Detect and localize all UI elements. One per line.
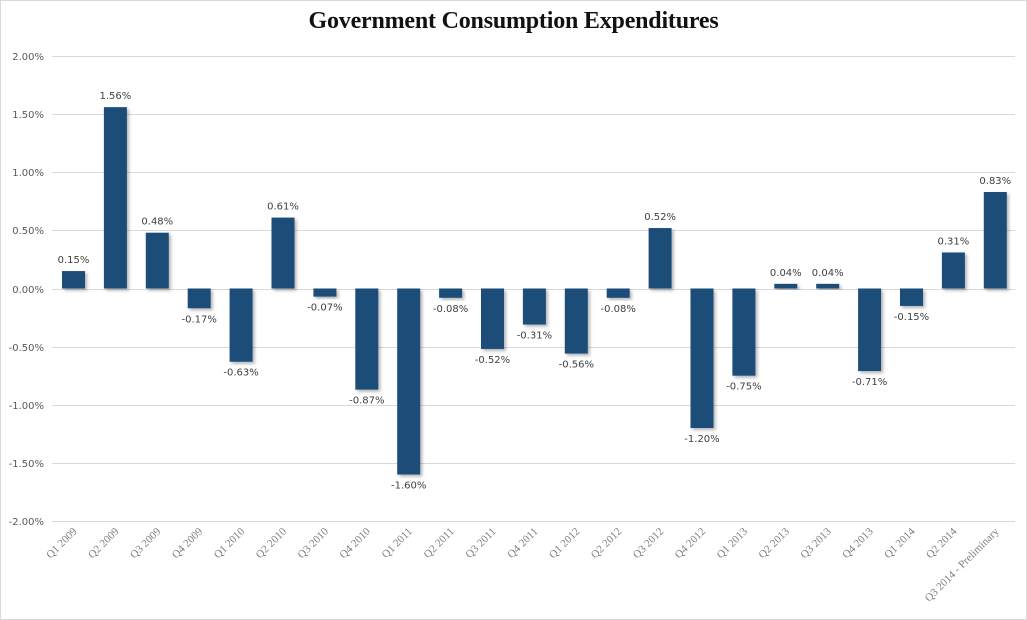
bar — [481, 288, 504, 349]
x-tick-label: Q2 2014 — [924, 525, 960, 561]
data-label: 0.31% — [938, 236, 970, 247]
bar — [900, 288, 923, 306]
x-tick-label: Q2 2012 — [589, 526, 624, 561]
bar — [816, 283, 840, 289]
bar — [229, 288, 253, 362]
data-label: -0.71% — [852, 377, 887, 388]
bar — [564, 288, 588, 354]
y-tick-label: -1.00% — [9, 401, 44, 412]
bar — [145, 232, 169, 289]
data-label: -1.20% — [684, 434, 719, 445]
data-label: 1.56% — [100, 91, 132, 102]
data-label: -0.52% — [475, 355, 510, 366]
data-label: 0.04% — [770, 268, 802, 279]
data-label: -0.31% — [517, 331, 552, 342]
data-label: 0.15% — [58, 255, 90, 266]
x-tick-label: Q4 2012 — [673, 526, 708, 561]
x-tick-label: Q3 2009 — [128, 525, 164, 561]
bar — [439, 288, 463, 298]
data-label: 0.52% — [644, 212, 676, 223]
x-tick-label: Q2 2011 — [422, 526, 457, 561]
x-tick-label: Q3 2011 — [463, 526, 498, 561]
chart-title: Government Consumption Expenditures — [308, 8, 719, 34]
x-tick-label: Q4 2011 — [505, 526, 540, 561]
data-label: 0.83% — [979, 176, 1011, 187]
bars — [62, 107, 1007, 475]
bar — [271, 217, 295, 289]
data-label: 0.04% — [812, 268, 844, 279]
x-tick-label: Q1 2013 — [715, 525, 751, 561]
x-tick-label: Q4 2009 — [170, 525, 206, 561]
bar — [313, 288, 337, 297]
bar — [690, 288, 714, 428]
x-tick-label: Q1 2014 — [882, 525, 918, 561]
y-tick-label: -0.50% — [9, 343, 44, 354]
x-tick-label: Q1 2011 — [380, 526, 415, 561]
bar — [774, 283, 798, 289]
y-tick-label: 0.50% — [12, 226, 44, 237]
data-label: -0.56% — [559, 360, 594, 371]
y-tick-label: 0.00% — [12, 285, 44, 296]
data-label: -0.87% — [349, 396, 384, 407]
x-tick-label: Q3 2013 — [798, 525, 834, 561]
data-label: -1.60% — [391, 481, 426, 492]
x-tick-label: Q1 2009 — [44, 525, 80, 561]
data-label: -0.15% — [894, 312, 929, 323]
bar — [858, 288, 882, 372]
y-tick-label: -2.00% — [9, 517, 44, 528]
data-label: -0.07% — [307, 303, 342, 314]
x-tick-label: Q4 2010 — [337, 525, 373, 561]
bar — [103, 107, 127, 289]
x-tick-label: Q2 2013 — [756, 525, 792, 561]
data-label: -0.63% — [223, 368, 258, 379]
x-tick-label: Q1 2010 — [212, 525, 248, 561]
y-tick-label: -1.50% — [9, 459, 44, 470]
y-axis: 2.00% 1.50% 1.00% 0.50% 0.00% -0.50% -1.00% -1.… — [9, 52, 44, 528]
bar — [648, 228, 672, 289]
data-label: -0.08% — [433, 304, 468, 315]
y-tick-label: 1.50% — [12, 110, 44, 121]
y-tick-label: 2.00% — [12, 52, 44, 63]
data-label: -0.75% — [726, 382, 761, 393]
bar — [187, 288, 211, 309]
bar — [941, 252, 965, 289]
data-label: -0.17% — [182, 314, 217, 325]
data-labels: 0.15% 1.56% 0.48% -0.17% -0.63% 0.61% -0.07% -0… — [58, 91, 1012, 491]
data-label: 0.48% — [141, 217, 173, 228]
gridlines — [52, 56, 1015, 522]
bar — [62, 271, 85, 289]
x-tick-label: Q3 2010 — [296, 525, 332, 561]
x-tick-label: Q1 2012 — [547, 526, 582, 561]
x-tick-label: Q2 2009 — [86, 525, 122, 561]
x-tick-label: Q3 2014 - Preliminary — [923, 525, 1002, 604]
bar — [732, 288, 756, 376]
data-label: -0.08% — [601, 304, 636, 315]
bar — [355, 288, 379, 390]
x-axis: Q1 2009 Q2 2009 Q3 2009 Q4 2009 Q1 2010 Q2 20… — [44, 525, 1002, 604]
data-label: 0.61% — [267, 202, 299, 213]
bar — [983, 192, 1007, 289]
x-tick-label: Q3 2012 — [631, 526, 666, 561]
bar — [397, 288, 421, 475]
x-tick-label: Q4 2013 — [840, 525, 876, 561]
x-tick-label: Q2 2010 — [254, 525, 290, 561]
bar — [522, 288, 546, 325]
bar — [606, 288, 630, 298]
y-tick-label: 1.00% — [12, 168, 44, 179]
